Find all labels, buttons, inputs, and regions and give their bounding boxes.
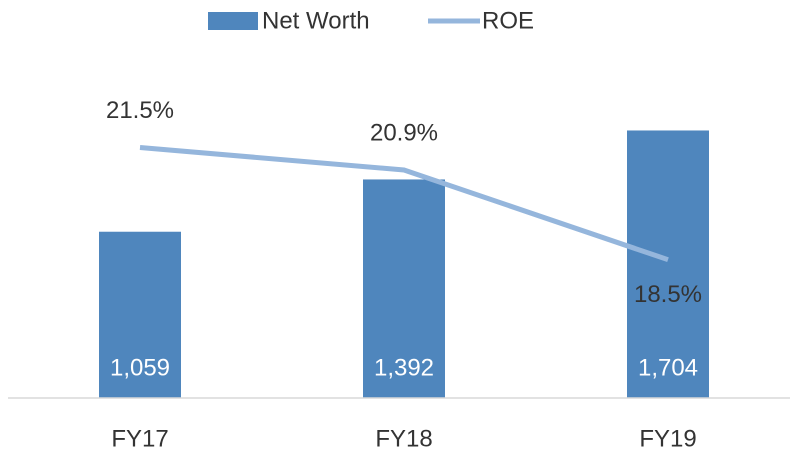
x-tick-label: FY17	[111, 425, 168, 451]
bar-value-label: 1,059	[110, 354, 170, 381]
bar-value-label: 1,704	[638, 354, 698, 381]
legend-label: Net Worth	[262, 7, 370, 34]
bar	[627, 130, 709, 399]
line-value-label: 20.9%	[370, 119, 438, 146]
bar-value-label: 1,392	[374, 354, 434, 381]
line-value-label: 21.5%	[106, 97, 174, 124]
x-tick-label: FY19	[639, 425, 696, 451]
legend-label: ROE	[482, 7, 534, 34]
bar	[363, 179, 445, 398]
roe-line	[139, 145, 669, 263]
bar	[99, 231, 181, 398]
line-value-label: 18.5%	[634, 281, 702, 308]
legend-swatch	[208, 12, 258, 30]
x-tick-label: FY18	[375, 425, 432, 451]
